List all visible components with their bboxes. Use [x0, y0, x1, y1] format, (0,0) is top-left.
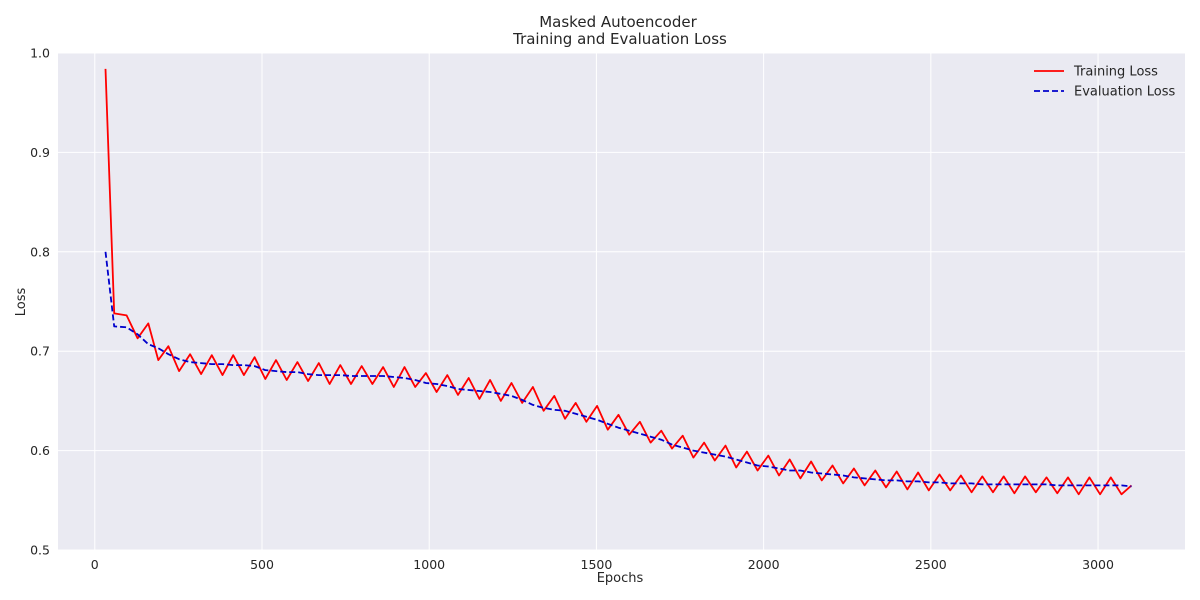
y-tick-labels: 0.5 0.6 0.7 0.8 0.9 1.0 [30, 46, 50, 558]
grid-lines [58, 52, 1185, 551]
y-tick-label: 0.8 [30, 244, 50, 259]
chart-title-line2: Training and Evaluation Loss [512, 30, 727, 48]
series-layer [104, 68, 1133, 496]
training-loss-line [104, 68, 1133, 496]
chart-title-line1: Masked Autoencoder [539, 13, 697, 31]
plot-area [58, 53, 1185, 550]
legend: Training Loss Evaluation Loss [1034, 65, 1175, 100]
x-tick-label: 3000 [1082, 557, 1114, 572]
y-tick-label: 1.0 [30, 46, 50, 61]
legend-evaluation-label: Evaluation Loss [1074, 85, 1175, 100]
x-axis-label: Epochs [597, 571, 644, 586]
evaluation-loss-line [104, 251, 1132, 488]
y-tick-label: 0.6 [30, 443, 50, 458]
x-tick-label: 2500 [915, 557, 947, 572]
y-tick-label: 0.9 [30, 145, 50, 160]
y-axis-label: Loss [14, 288, 29, 317]
y-tick-label: 0.5 [30, 543, 50, 558]
legend-training-label: Training Loss [1073, 65, 1158, 80]
x-tick-label: 2000 [748, 557, 780, 572]
x-tick-label: 1000 [413, 557, 445, 572]
x-tick-label: 500 [250, 557, 274, 572]
x-tick-label: 0 [91, 557, 99, 572]
x-tick-labels: 0 500 1000 1500 2000 2500 3000 [91, 557, 1114, 572]
y-tick-label: 0.7 [30, 344, 50, 359]
x-tick-label: 1500 [581, 557, 613, 572]
